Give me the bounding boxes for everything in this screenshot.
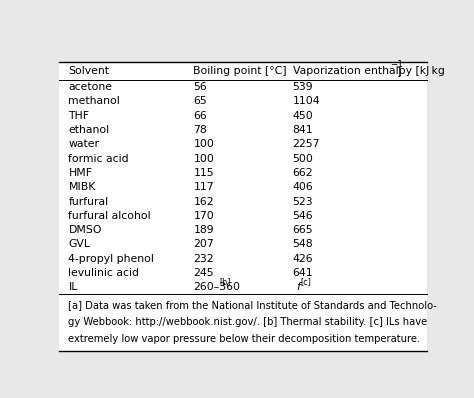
Text: 523: 523 <box>292 197 313 207</box>
Text: gy Webbook: http://webbook.nist.gov/. [b] Thermal stability. [c] ILs have: gy Webbook: http://webbook.nist.gov/. [b… <box>68 317 428 327</box>
Text: levulinic acid: levulinic acid <box>68 268 139 278</box>
Text: GVL: GVL <box>68 240 91 250</box>
Text: extremely low vapor pressure below their decomposition temperature.: extremely low vapor pressure below their… <box>68 334 421 344</box>
Text: furfural: furfural <box>68 197 109 207</box>
Text: [c]: [c] <box>301 277 311 286</box>
Text: HMF: HMF <box>68 168 92 178</box>
Text: water: water <box>68 139 100 149</box>
Text: ethanol: ethanol <box>68 125 109 135</box>
Text: 162: 162 <box>193 197 214 207</box>
Text: 450: 450 <box>292 111 313 121</box>
Text: 539: 539 <box>292 82 313 92</box>
Text: Vaporization enthalpy [kJ kg: Vaporization enthalpy [kJ kg <box>292 66 445 76</box>
Text: Boiling point [°C]: Boiling point [°C] <box>193 66 287 76</box>
Text: 662: 662 <box>292 168 313 178</box>
Text: ]: ] <box>396 66 401 76</box>
Text: 641: 641 <box>292 268 313 278</box>
Text: 4-propyl phenol: 4-propyl phenol <box>68 254 155 264</box>
Text: 245: 245 <box>193 268 214 278</box>
Text: 65: 65 <box>193 96 207 106</box>
Text: 117: 117 <box>193 182 214 192</box>
Text: 232: 232 <box>193 254 214 264</box>
Text: 546: 546 <box>292 211 313 221</box>
Text: 548: 548 <box>292 240 313 250</box>
Bar <box>59 48 427 62</box>
Text: MIBK: MIBK <box>68 182 96 192</box>
Text: f: f <box>296 282 300 292</box>
Text: 2257: 2257 <box>292 139 320 149</box>
Text: 78: 78 <box>193 125 207 135</box>
Text: 189: 189 <box>193 225 214 235</box>
Text: 260–360: 260–360 <box>193 282 240 292</box>
Text: 426: 426 <box>292 254 313 264</box>
Text: 100: 100 <box>193 139 214 149</box>
Text: 1104: 1104 <box>292 96 320 106</box>
Text: formic acid: formic acid <box>68 154 129 164</box>
Text: 665: 665 <box>292 225 313 235</box>
Text: Solvent: Solvent <box>68 66 109 76</box>
Text: 500: 500 <box>292 154 313 164</box>
Text: 66: 66 <box>193 111 207 121</box>
Text: 406: 406 <box>292 182 313 192</box>
Text: THF: THF <box>68 111 90 121</box>
Text: 841: 841 <box>292 125 313 135</box>
Text: 170: 170 <box>193 211 214 221</box>
Text: IL: IL <box>68 282 78 292</box>
Text: 207: 207 <box>193 240 214 250</box>
Text: DMSO: DMSO <box>68 225 102 235</box>
Text: 56: 56 <box>193 82 207 92</box>
Text: acetone: acetone <box>68 82 112 92</box>
Text: [b]: [b] <box>220 277 231 286</box>
Text: 115: 115 <box>193 168 214 178</box>
Text: 100: 100 <box>193 154 214 164</box>
Text: −1: −1 <box>390 60 403 68</box>
Text: [a] Data was taken from the National Institute of Standards and Technolo-: [a] Data was taken from the National Ins… <box>68 300 438 310</box>
Text: furfural alcohol: furfural alcohol <box>68 211 151 221</box>
Text: methanol: methanol <box>68 96 120 106</box>
